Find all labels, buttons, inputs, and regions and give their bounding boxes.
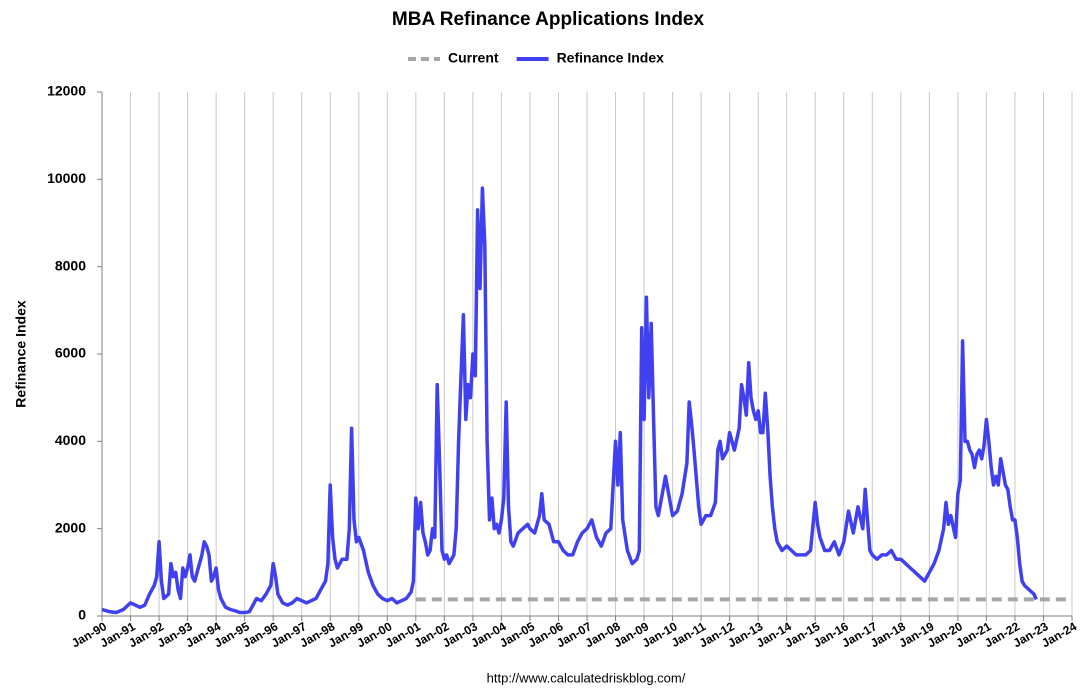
series-line [101, 186, 1038, 615]
legend-label: Current [448, 50, 499, 66]
y-axis-label: Refinance Index [13, 300, 29, 408]
y-tick-label: 12000 [47, 83, 86, 99]
y-tick-label: 8000 [55, 257, 86, 273]
y-tick-label: 0 [78, 607, 86, 623]
chart-title: MBA Refinance Applications Index [392, 9, 705, 30]
y-tick-label: 6000 [55, 345, 86, 361]
source: http://www.calculatedriskblog.com/ [487, 670, 686, 685]
y-tick-label: 2000 [55, 519, 86, 535]
y-tick-label: 10000 [47, 170, 86, 186]
y-tick-label: 4000 [55, 432, 86, 448]
legend-label: Refinance Index [557, 50, 665, 66]
